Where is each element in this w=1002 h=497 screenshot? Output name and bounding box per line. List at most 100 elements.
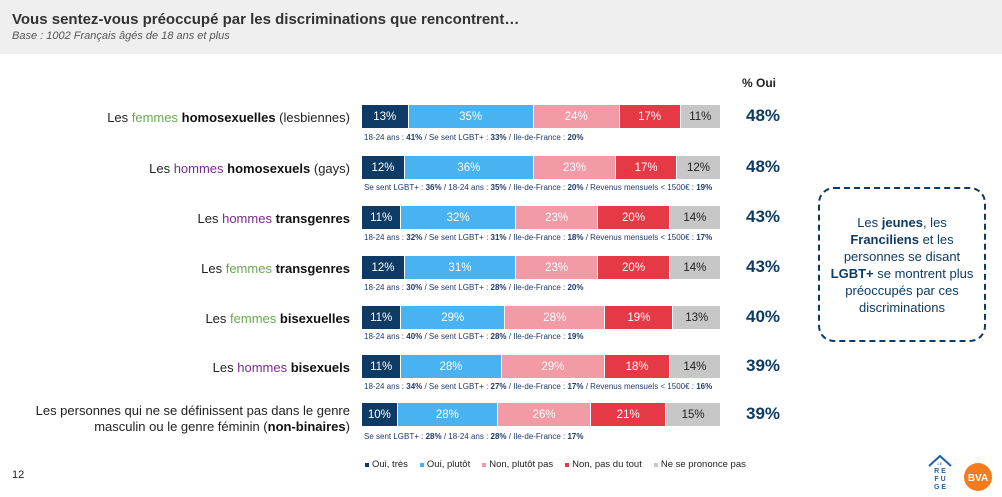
subgroup-detail: 18-24 ans : 41% / Se sent LGBT+ : 33% / … [364,133,584,142]
data-label: 19% [627,311,651,324]
bar-segment: 21% [591,403,667,426]
legend-swatch [419,462,424,467]
bar-segment: 32% [401,206,516,229]
pct-oui-value: 43% [746,257,781,276]
legend-label: Oui, plutôt [426,459,471,470]
bar-segment: 28% [505,306,606,329]
data-label: 11% [370,360,393,373]
bar-segment: 24% [533,105,620,128]
chart-legend: Oui, très Oui, plutôt Non, plutôt pas Non, … [365,459,746,470]
category-label: Les femmes bisexuelles [205,311,350,326]
data-label: 28% [435,408,459,421]
data-label: 11% [370,311,393,324]
data-label: 12% [371,161,395,174]
bar-segment: 23% [515,256,599,279]
stacked-bar: 13% 35% 24% 17% 11% [362,105,720,128]
legend-item: Oui, très [365,459,408,470]
data-label: 31% [448,261,472,274]
bar-segment: 20% [598,206,670,229]
stacked-bar: 11% 29% 28% 19% 13% [362,306,720,329]
legend-item: Ne se prononce pas [653,459,746,470]
category-label: Les hommes homosexuels (gays) [149,161,350,176]
bar-segment: 29% [401,306,506,329]
bar-segment: 20% [598,256,670,279]
page-subtitle: Base : 1002 Français âgés de 18 ans et p… [12,30,230,42]
pct-oui-header: % Oui [742,76,777,90]
stacked-bar: 10% 28% 26% 21% 15% [362,403,720,426]
bar-segment: 12% [362,256,405,279]
data-label: 14% [683,360,707,373]
bar-segment: 28% [397,403,499,426]
svg-text:LE: LE [938,461,943,466]
subgroup-detail: 18-24 ans : 32% / Se sent LGBT+ : 31% / … [364,233,713,242]
bar-segment: 17% [616,156,678,179]
category-label: Les femmes homosexuelles (lesbiennes) [107,110,350,125]
data-label: 17% [634,161,658,174]
bar-segment: 18% [605,355,670,378]
bar-segment: 12% [677,156,720,179]
svg-text:F U: F U [934,476,945,483]
subgroup-detail: Se sent LGBT+ : 36% / 18-24 ans : 35% / … [364,183,713,192]
legend-swatch [365,462,369,467]
data-label: 13% [685,311,709,324]
pct-oui-value: 39% [746,356,781,375]
data-label: 15% [681,408,705,421]
data-label: 36% [457,161,481,174]
bar-segment: 35% [408,105,534,128]
subgroup-detail: 18-24 ans : 30% / Se sent LGBT+ : 28% / … [364,283,584,292]
category-label: Les hommes bisexuels [212,360,350,375]
data-label: 11% [370,211,393,224]
data-label: 13% [373,110,397,123]
data-label: 28% [543,311,567,324]
bar-segment: 31% [404,256,516,279]
le-refuge-logo: LE R E F U G E [928,454,952,491]
legend-item: Oui, plutôt [419,459,471,470]
bar-segment: 23% [515,206,599,229]
bar-segment: 11% [680,105,720,128]
stacked-bar: 11% 28% 29% 18% 14% [362,355,720,378]
data-label: 35% [459,110,483,123]
data-label: 10% [367,408,391,421]
bar-segment: 36% [404,156,534,179]
data-label: 23% [545,261,569,274]
legend-swatch [653,462,658,467]
legend-item: Non, plutôt pas [482,459,553,470]
data-label: 17% [638,110,662,123]
subgroup-detail: 18-24 ans : 34% / Se sent LGBT+ : 27% / … [364,382,713,391]
svg-text:G E: G E [934,484,946,491]
data-label: 14% [683,211,707,224]
bar-segment: 13% [362,105,409,128]
bar-segment: 14% [669,206,720,229]
data-label: 18% [625,360,649,373]
bar-segment: 15% [666,403,720,426]
legend-label: Oui, très [372,459,408,470]
callout-text: Les jeunes, les Franciliens et les perso… [830,214,974,315]
bar-segment: 11% [362,206,402,229]
data-label: 12% [686,161,710,174]
bar-segment: 12% [362,156,405,179]
bar-segment: 19% [605,306,674,329]
bar-segment: 10% [362,403,398,426]
bva-logo: BVA [964,463,992,491]
bar-segment: 11% [362,355,402,378]
stacked-bar: 12% 31% 23% 20% 14% [362,256,720,279]
category-label: Les hommes transgenres [197,211,350,226]
bar-segment: 23% [533,156,617,179]
legend-item: Non, pas du tout [565,459,642,470]
bar-segment: 17% [619,105,681,128]
data-label: 14% [683,261,707,274]
data-label: 20% [622,211,646,224]
bar-segment: 11% [362,306,402,329]
svg-text:BVA: BVA [968,473,988,484]
data-label: 29% [541,360,565,373]
legend-label: Non, plutôt pas [489,459,554,470]
subgroup-detail: 18-24 ans : 40% / Se sent LGBT+ : 28% / … [364,332,584,341]
data-label: 28% [439,360,463,373]
legend-label: Ne se prononce pas [660,459,746,470]
page-title: Vous sentez-vous préoccupé par les discr… [12,11,520,28]
data-label: 32% [446,211,470,224]
bar-segment: 28% [401,355,502,378]
stacked-bar: 11% 32% 23% 20% 14% [362,206,720,229]
header-band: Vous sentez-vous préoccupé par les discr… [0,0,1002,54]
bar-segment: 14% [669,355,720,378]
